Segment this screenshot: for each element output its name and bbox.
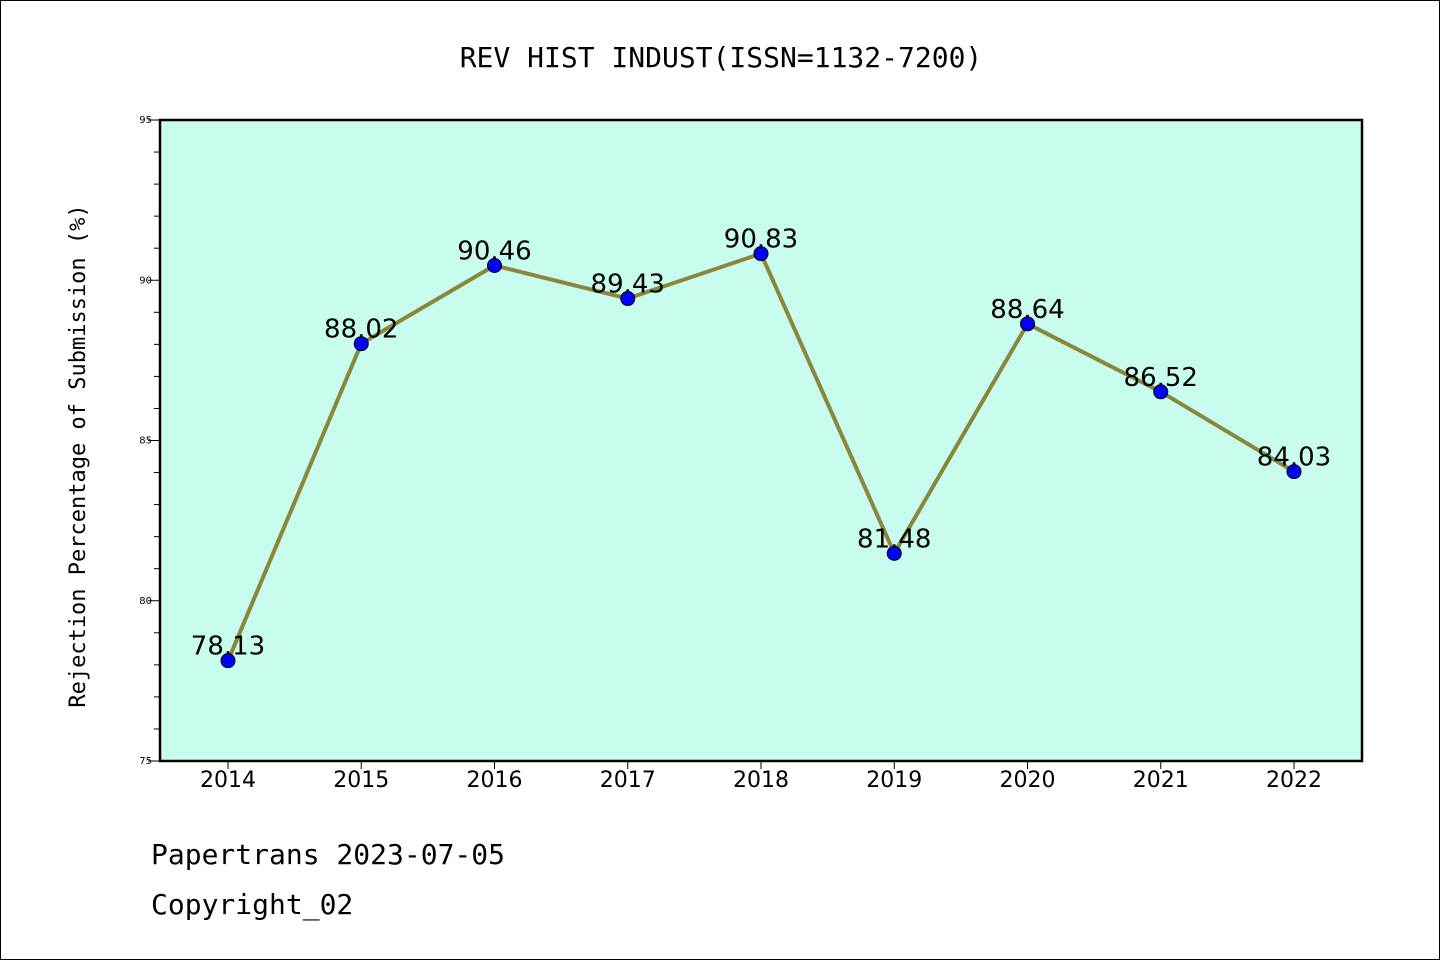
- x-tick-label: 2015: [333, 768, 389, 793]
- series-group: 78.13 88.02 90.46 89.43 90.83 81.48 88.64 86.52…: [191, 225, 1331, 669]
- footer-date: Papertrans 2023-07-05: [151, 838, 505, 871]
- data-label: 78.13: [191, 632, 265, 662]
- x-tick-label: 2022: [1266, 768, 1322, 793]
- data-point: [620, 291, 636, 307]
- y-tick-label: 75: [139, 756, 152, 767]
- data-point: [353, 336, 369, 352]
- data-point: [1153, 384, 1169, 400]
- data-point: [753, 246, 769, 262]
- data-label: 90.83: [724, 225, 798, 255]
- data-label: 89.43: [591, 270, 665, 300]
- y-axis-label: Rejection Percentage of Submission (%): [66, 204, 91, 707]
- x-tick-label: 2016: [467, 768, 523, 793]
- y-tick-label: 95: [139, 115, 152, 126]
- x-tick-label: 2020: [1000, 768, 1056, 793]
- chart-title: REV HIST INDUST(ISSN=1132-7200): [460, 41, 983, 74]
- plot-area: [158, 118, 1364, 763]
- x-tick-label: 2019: [866, 768, 922, 793]
- data-point: [487, 258, 502, 274]
- y-tick-label: 80: [139, 596, 152, 607]
- data-point: [220, 653, 236, 669]
- x-axis: 2014 2015 2016 2017 2018 2019 2020 2021 2022: [200, 761, 1322, 793]
- x-tick-label: 2021: [1133, 768, 1189, 793]
- data-label: 81.48: [857, 524, 931, 554]
- data-label: 86.52: [1124, 363, 1198, 393]
- y-axis: 75 80 85 90 95: [139, 115, 160, 767]
- y-tick-label: 85: [139, 436, 152, 447]
- data-label: 90.46: [457, 237, 531, 267]
- data-point: [1286, 464, 1302, 480]
- data-label: 84.03: [1257, 443, 1331, 473]
- data-label: 88.64: [990, 295, 1064, 325]
- x-tick-label: 2018: [733, 768, 789, 793]
- data-point: [886, 545, 902, 561]
- footer-copyright: Copyright_02: [151, 888, 353, 922]
- x-tick-label: 2017: [600, 768, 656, 793]
- y-tick-label: 90: [139, 275, 152, 286]
- data-point: [1020, 316, 1035, 332]
- data-label: 88.02: [324, 315, 398, 345]
- x-tick-label: 2014: [200, 768, 256, 793]
